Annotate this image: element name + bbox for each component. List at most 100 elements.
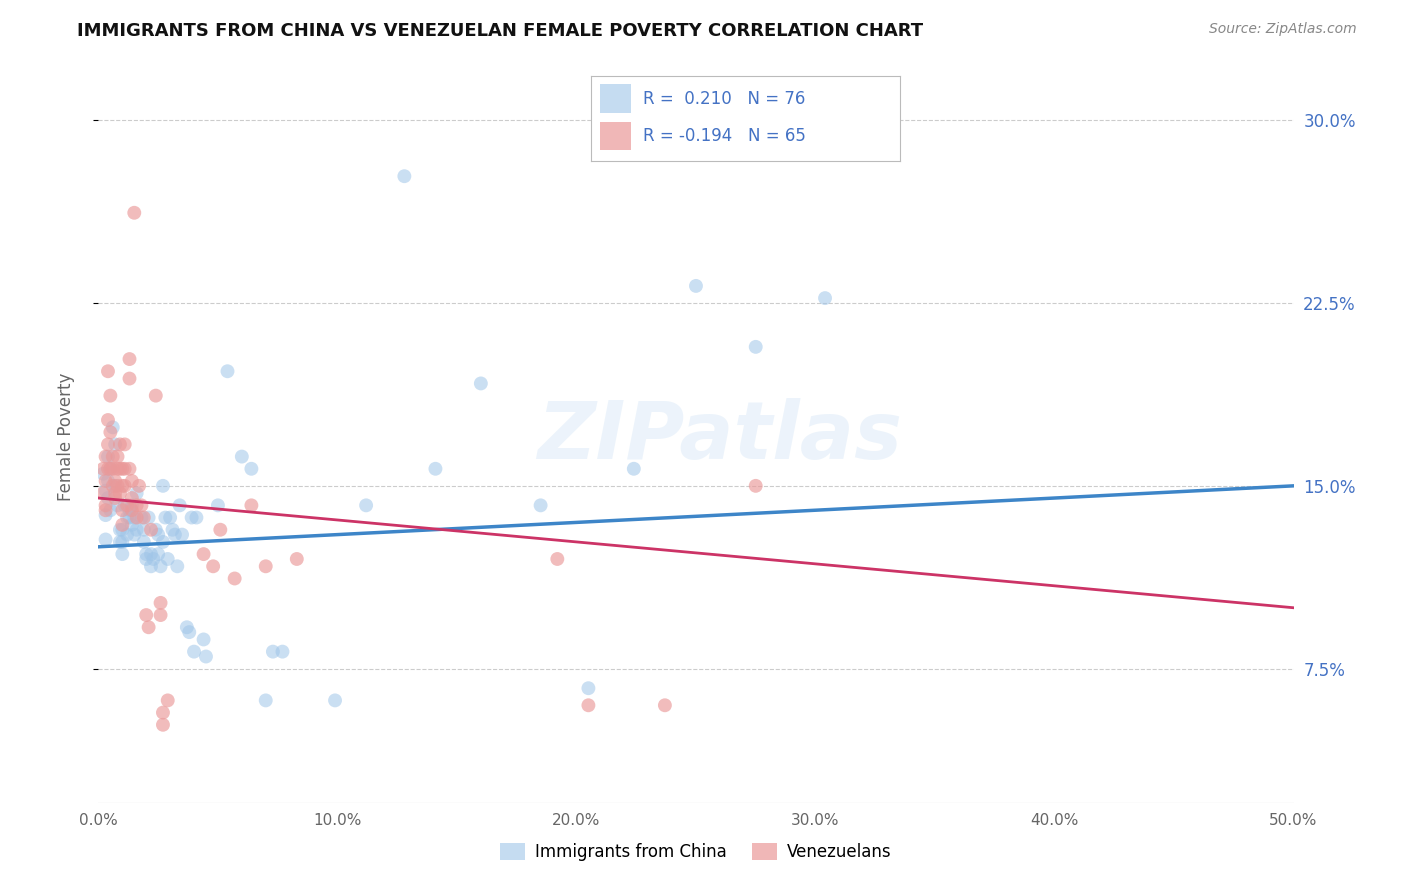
Point bbox=[623, 462, 645, 476]
Text: R =  0.210   N = 76: R = 0.210 N = 76 bbox=[643, 90, 806, 108]
Point bbox=[94, 533, 117, 547]
Point bbox=[262, 645, 284, 659]
Point bbox=[546, 552, 568, 566]
Point bbox=[138, 510, 160, 524]
Point bbox=[654, 698, 676, 713]
Point bbox=[118, 371, 141, 385]
Point bbox=[97, 474, 120, 488]
Point bbox=[139, 547, 162, 561]
Point bbox=[91, 462, 114, 476]
Point bbox=[97, 491, 120, 505]
Point bbox=[94, 503, 117, 517]
Point bbox=[111, 503, 134, 517]
Point bbox=[156, 552, 179, 566]
Point bbox=[124, 510, 146, 524]
Point bbox=[131, 510, 153, 524]
Point bbox=[578, 698, 600, 713]
Point bbox=[108, 462, 131, 476]
Point bbox=[118, 462, 141, 476]
Point bbox=[240, 499, 263, 513]
Point bbox=[217, 364, 239, 378]
Point bbox=[394, 169, 416, 184]
Text: ZIPatlas: ZIPatlas bbox=[537, 398, 903, 476]
Point bbox=[114, 437, 136, 451]
Point bbox=[104, 486, 127, 500]
Text: Source: ZipAtlas.com: Source: ZipAtlas.com bbox=[1209, 22, 1357, 37]
Point bbox=[202, 559, 225, 574]
Point bbox=[193, 547, 215, 561]
Point bbox=[271, 645, 294, 659]
Y-axis label: Female Poverty: Female Poverty bbox=[56, 373, 75, 501]
Point bbox=[121, 474, 143, 488]
Point bbox=[131, 499, 153, 513]
Point bbox=[94, 450, 117, 464]
Point bbox=[132, 535, 155, 549]
Point bbox=[156, 693, 179, 707]
Point bbox=[152, 718, 174, 732]
Point bbox=[135, 608, 157, 623]
Point bbox=[124, 206, 146, 220]
Point bbox=[138, 620, 160, 634]
Point bbox=[114, 479, 136, 493]
Point bbox=[172, 527, 194, 541]
Point bbox=[323, 693, 346, 707]
Point bbox=[108, 535, 131, 549]
Point bbox=[166, 559, 188, 574]
Point bbox=[98, 503, 122, 517]
Point bbox=[97, 462, 120, 476]
Point bbox=[207, 499, 229, 513]
Point bbox=[240, 462, 263, 476]
Point bbox=[114, 499, 136, 513]
Point bbox=[142, 552, 165, 566]
Point bbox=[159, 510, 181, 524]
Point bbox=[104, 479, 127, 493]
Point bbox=[530, 499, 553, 513]
Point bbox=[224, 572, 246, 586]
Point bbox=[148, 547, 170, 561]
Point bbox=[149, 596, 172, 610]
Point bbox=[98, 425, 122, 440]
Point bbox=[152, 535, 174, 549]
Point bbox=[101, 420, 124, 434]
Point bbox=[470, 376, 492, 391]
Point bbox=[121, 491, 143, 505]
Point bbox=[94, 508, 117, 522]
Point bbox=[121, 503, 143, 517]
Point bbox=[125, 499, 148, 513]
Point bbox=[135, 547, 157, 561]
Point bbox=[101, 462, 124, 476]
Point bbox=[121, 499, 143, 513]
Point bbox=[97, 437, 120, 451]
Point bbox=[425, 462, 447, 476]
Point bbox=[149, 559, 172, 574]
Point bbox=[254, 559, 277, 574]
Point bbox=[115, 510, 138, 524]
Point bbox=[149, 608, 172, 623]
Point bbox=[176, 620, 198, 634]
Legend: Immigrants from China, Venezuelans: Immigrants from China, Venezuelans bbox=[494, 836, 898, 868]
Point bbox=[111, 462, 134, 476]
Point bbox=[814, 291, 837, 305]
Point bbox=[745, 479, 768, 493]
Point bbox=[104, 474, 127, 488]
Point bbox=[124, 527, 146, 541]
Point bbox=[145, 389, 167, 403]
Point bbox=[111, 523, 134, 537]
Point bbox=[139, 559, 162, 574]
Point bbox=[94, 483, 117, 498]
Point bbox=[97, 413, 120, 427]
FancyBboxPatch shape bbox=[600, 121, 631, 151]
Point bbox=[111, 535, 134, 549]
Point bbox=[254, 693, 277, 707]
Point bbox=[98, 462, 122, 476]
Point bbox=[118, 352, 141, 367]
Point bbox=[163, 527, 186, 541]
Point bbox=[114, 462, 136, 476]
Point bbox=[125, 510, 148, 524]
Point bbox=[125, 523, 148, 537]
Point bbox=[115, 527, 138, 541]
Point bbox=[107, 450, 129, 464]
Point bbox=[111, 517, 134, 532]
Point bbox=[685, 279, 707, 293]
Point bbox=[354, 499, 377, 513]
